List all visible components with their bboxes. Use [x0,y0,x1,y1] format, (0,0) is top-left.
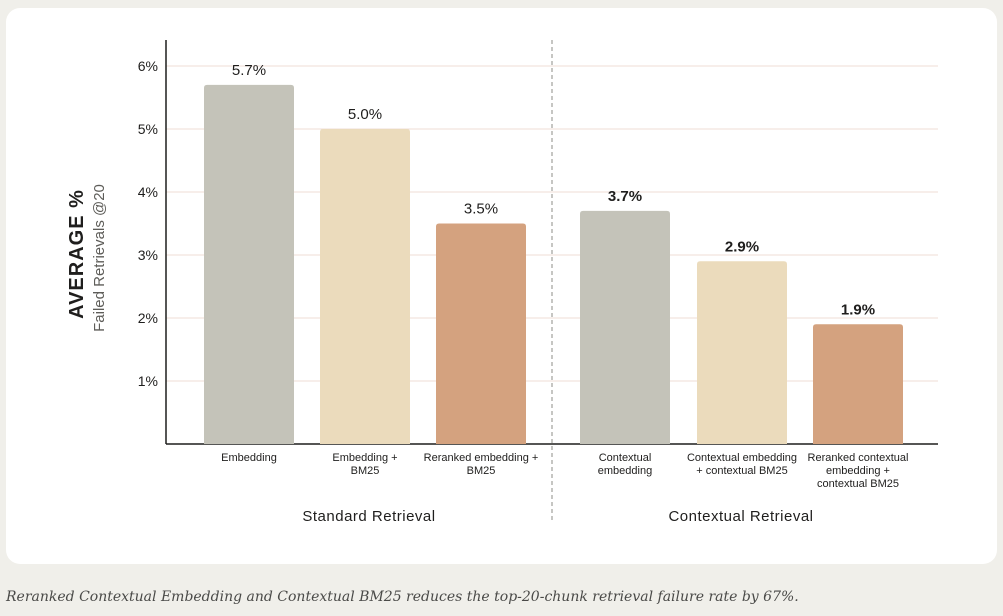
category-label: Embedding [221,452,277,464]
y-tick-label: 3% [138,247,158,263]
group-label: Standard Retrieval [302,508,435,525]
bar [813,324,903,444]
bar-value-label: 5.0% [348,106,382,123]
bar-value-label: 3.7% [608,188,642,205]
y-axis-subtitle: Failed Retrievals @20 [91,184,108,332]
category-label: Contextual embedding [687,452,797,464]
category-label: BM25 [467,465,496,477]
category-label: Reranked embedding + [424,452,539,464]
bar [580,210,670,444]
y-axis-title: AVERAGE % [66,189,88,319]
category-label: Embedding + [332,452,397,464]
category-label: BM25 [351,465,380,477]
bar-value-label: 3.5% [464,201,498,218]
bar [697,261,787,444]
y-tick-label: 1% [138,373,158,389]
category-label: embedding + [826,465,890,477]
category-label: + contextual BM25 [696,465,787,477]
bar-value-label: 2.9% [725,238,759,255]
bar [204,84,294,445]
figure-caption: Reranked Contextual Embedding and Contex… [6,589,799,605]
category-label: contextual BM25 [817,478,899,490]
category-label: Contextual [599,452,652,464]
bar-chart: 1% 2% 3% 4% 5% 6% AVERAGE % Failed Retrievals @… [66,40,938,525]
y-tick-label: 5% [138,121,158,137]
bar [436,223,526,444]
category-label: Reranked contextual [808,452,909,464]
category-label: embedding [598,465,652,477]
bar-value-label: 1.9% [841,301,875,318]
bar [320,129,410,444]
y-tick-label: 4% [138,184,158,200]
y-tick-label: 6% [138,58,158,74]
group-label: Contextual Retrieval [668,508,813,525]
bar-value-label: 5.7% [232,62,266,79]
y-tick-label: 2% [138,310,158,326]
